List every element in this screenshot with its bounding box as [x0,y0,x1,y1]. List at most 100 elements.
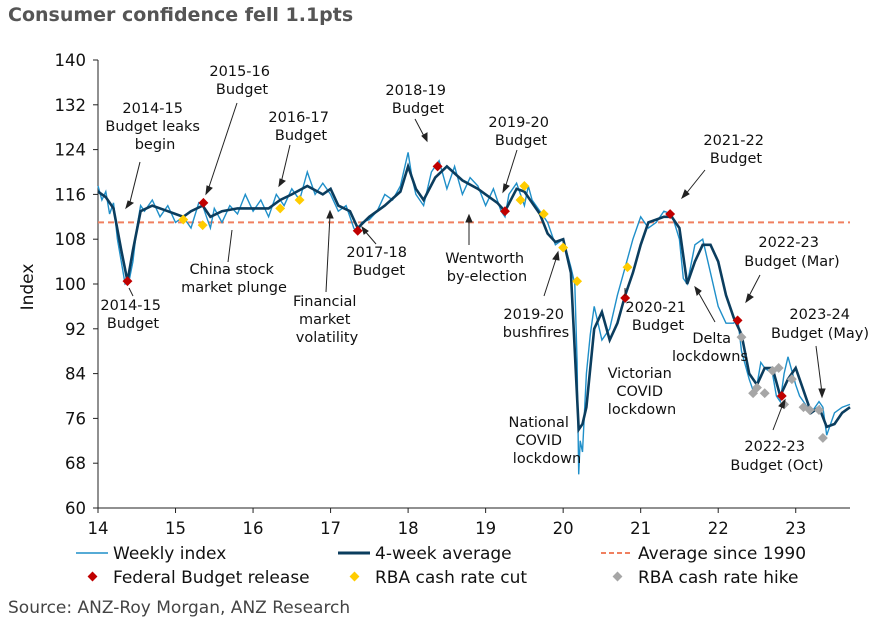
annotation-bushfires: 2019-20 bushfires [503,307,569,341]
ann-line: Budget (Mar) [744,254,839,270]
legend-cut-label: RBA cash rate cut [375,568,527,588]
annotation-2020-21: 2020-21 Budget [625,300,690,334]
annotation-2019-20: 2019-20 Budget [488,115,553,149]
ann-line: Budget [107,316,159,332]
legend: Weekly index 4-week average Average sinc… [76,544,806,588]
rba-hike-marker [817,433,828,443]
annotation-2014-15-leaks: 2014-15 Budget leaks begin [105,101,204,153]
ann-line: COVID [616,384,663,400]
ann-line: 2020-21 [625,300,686,316]
annotation-2023-24-may: 2023-24 Budget (May) [771,307,869,342]
legend-budget-label: Federal Budget release [113,568,310,588]
rba-cut-marker [572,276,583,287]
rba-hike-marker [736,332,747,343]
y-axis-label: Index [18,264,38,311]
legend-budget-marker [87,571,98,582]
ann-line: market [299,312,351,328]
rba-cut-marker [178,214,189,225]
ann-line: Budget [275,128,327,144]
arrow-2016-17 [280,144,291,184]
ann-line: lockdown [513,451,581,467]
legend-cut-marker [349,571,360,582]
chart-source: Source: ANZ-Roy Morgan, ANZ Research [8,598,351,618]
arrowhead-2023-24-may [818,388,826,399]
arrowhead-2016-17 [278,178,286,188]
ann-line: Budget [495,133,547,149]
annotation-national: National COVID lockdown [508,415,581,467]
ann-line: 2016-17 [268,110,329,126]
legend-avg1990-label: Average since 1990 [638,544,806,564]
rba-hike-marker [752,382,762,393]
x-tick-label: 15 [165,519,186,538]
y-tick-label: 124 [55,141,87,160]
ann-line: Wentworth [445,251,524,267]
ann-line: Budget [353,263,405,279]
arrow-2015-16 [207,102,238,191]
y-tick-label: 60 [65,499,86,518]
ann-line: 2014-15 [100,298,161,314]
event-markers [122,161,828,443]
y-tick-label: 68 [65,454,86,473]
ann-line: Budget leaks [105,119,200,135]
legend-hike-marker [612,571,623,582]
arrow-china [227,229,233,263]
x-tick-label: 17 [320,519,341,538]
rba-cut-marker [622,262,633,273]
ann-line: lockdown [608,402,676,418]
ann-line: 2023-24 [789,307,850,323]
rba-cut-marker [515,195,526,205]
arrow-2022-23-mar [747,274,761,299]
budget-marker [122,276,133,287]
arrowhead-2021-22 [681,189,690,200]
rba-hike-marker [773,363,784,373]
arrowhead-2015-16 [205,185,213,196]
x-ticks: 14 15 16 17 18 19 20 21 22 23 [88,508,806,538]
arrowhead-2019-20 [502,183,510,194]
arrowhead-2022-23-mar [745,293,754,304]
ann-line: volatility [296,330,359,346]
ann-line: 2022-23 [758,235,819,251]
ann-line: market plunge [181,280,287,296]
budget-marker [776,391,787,401]
y-tick-label: 132 [55,96,87,115]
x-tick-label: 19 [475,519,496,538]
budget-marker [732,315,743,326]
legend-weekly-label: Weekly index [113,544,226,564]
annotation-2016-17: 2016-17 Budget [268,110,333,144]
y-tick-label: 116 [55,185,87,204]
arrowhead-wentworth [465,213,473,223]
arrow-2014-15-leaks [128,161,141,207]
ann-line: 2022-23 [744,439,805,455]
rba-cut-marker [275,203,286,214]
weekly-index-line [97,152,851,475]
x-tick-label: 23 [785,519,806,538]
annotation-2015-16: 2015-16 Budget [209,64,274,98]
budget-marker [665,209,676,219]
legend-avg4-label: 4-week average [375,544,512,564]
y-tick-label: 92 [65,320,86,339]
y-tick-label: 140 [55,51,87,70]
x-tick-label: 21 [630,519,651,538]
annotation-2022-23-oct: 2022-23 Budget (Oct) [730,439,823,474]
ann-line: 2017-18 [346,245,407,261]
arrow-financial [325,214,331,293]
ann-line: China stock [189,262,274,278]
budget-marker [500,206,510,217]
annotation-delta: Delta lockdowns [672,331,748,365]
y-tick-label: 100 [55,275,87,294]
annotation-2022-23-mar: 2022-23 Budget (Mar) [744,235,839,270]
y-tick-label: 76 [65,409,86,428]
annotation-2021-22: 2021-22 Budget [703,133,768,167]
chart-title: Consumer confidence fell 1.1pts [8,4,354,26]
arrowhead-2014-15-leaks [125,200,135,210]
y-tick-label: 84 [65,365,86,384]
ann-line: lockdowns [672,349,748,365]
arrow-2023-24-may [815,345,823,394]
ann-line: 2021-22 [703,133,764,149]
y-ticks: 60 68 76 84 92 100 108 116 124 132 140 [55,51,98,518]
ann-line: Budget (May) [771,326,869,342]
annotation-wentworth: Wentworth by-election [445,251,528,285]
ann-line: Budget [392,101,444,117]
arrow-2022-23-oct [772,403,784,431]
